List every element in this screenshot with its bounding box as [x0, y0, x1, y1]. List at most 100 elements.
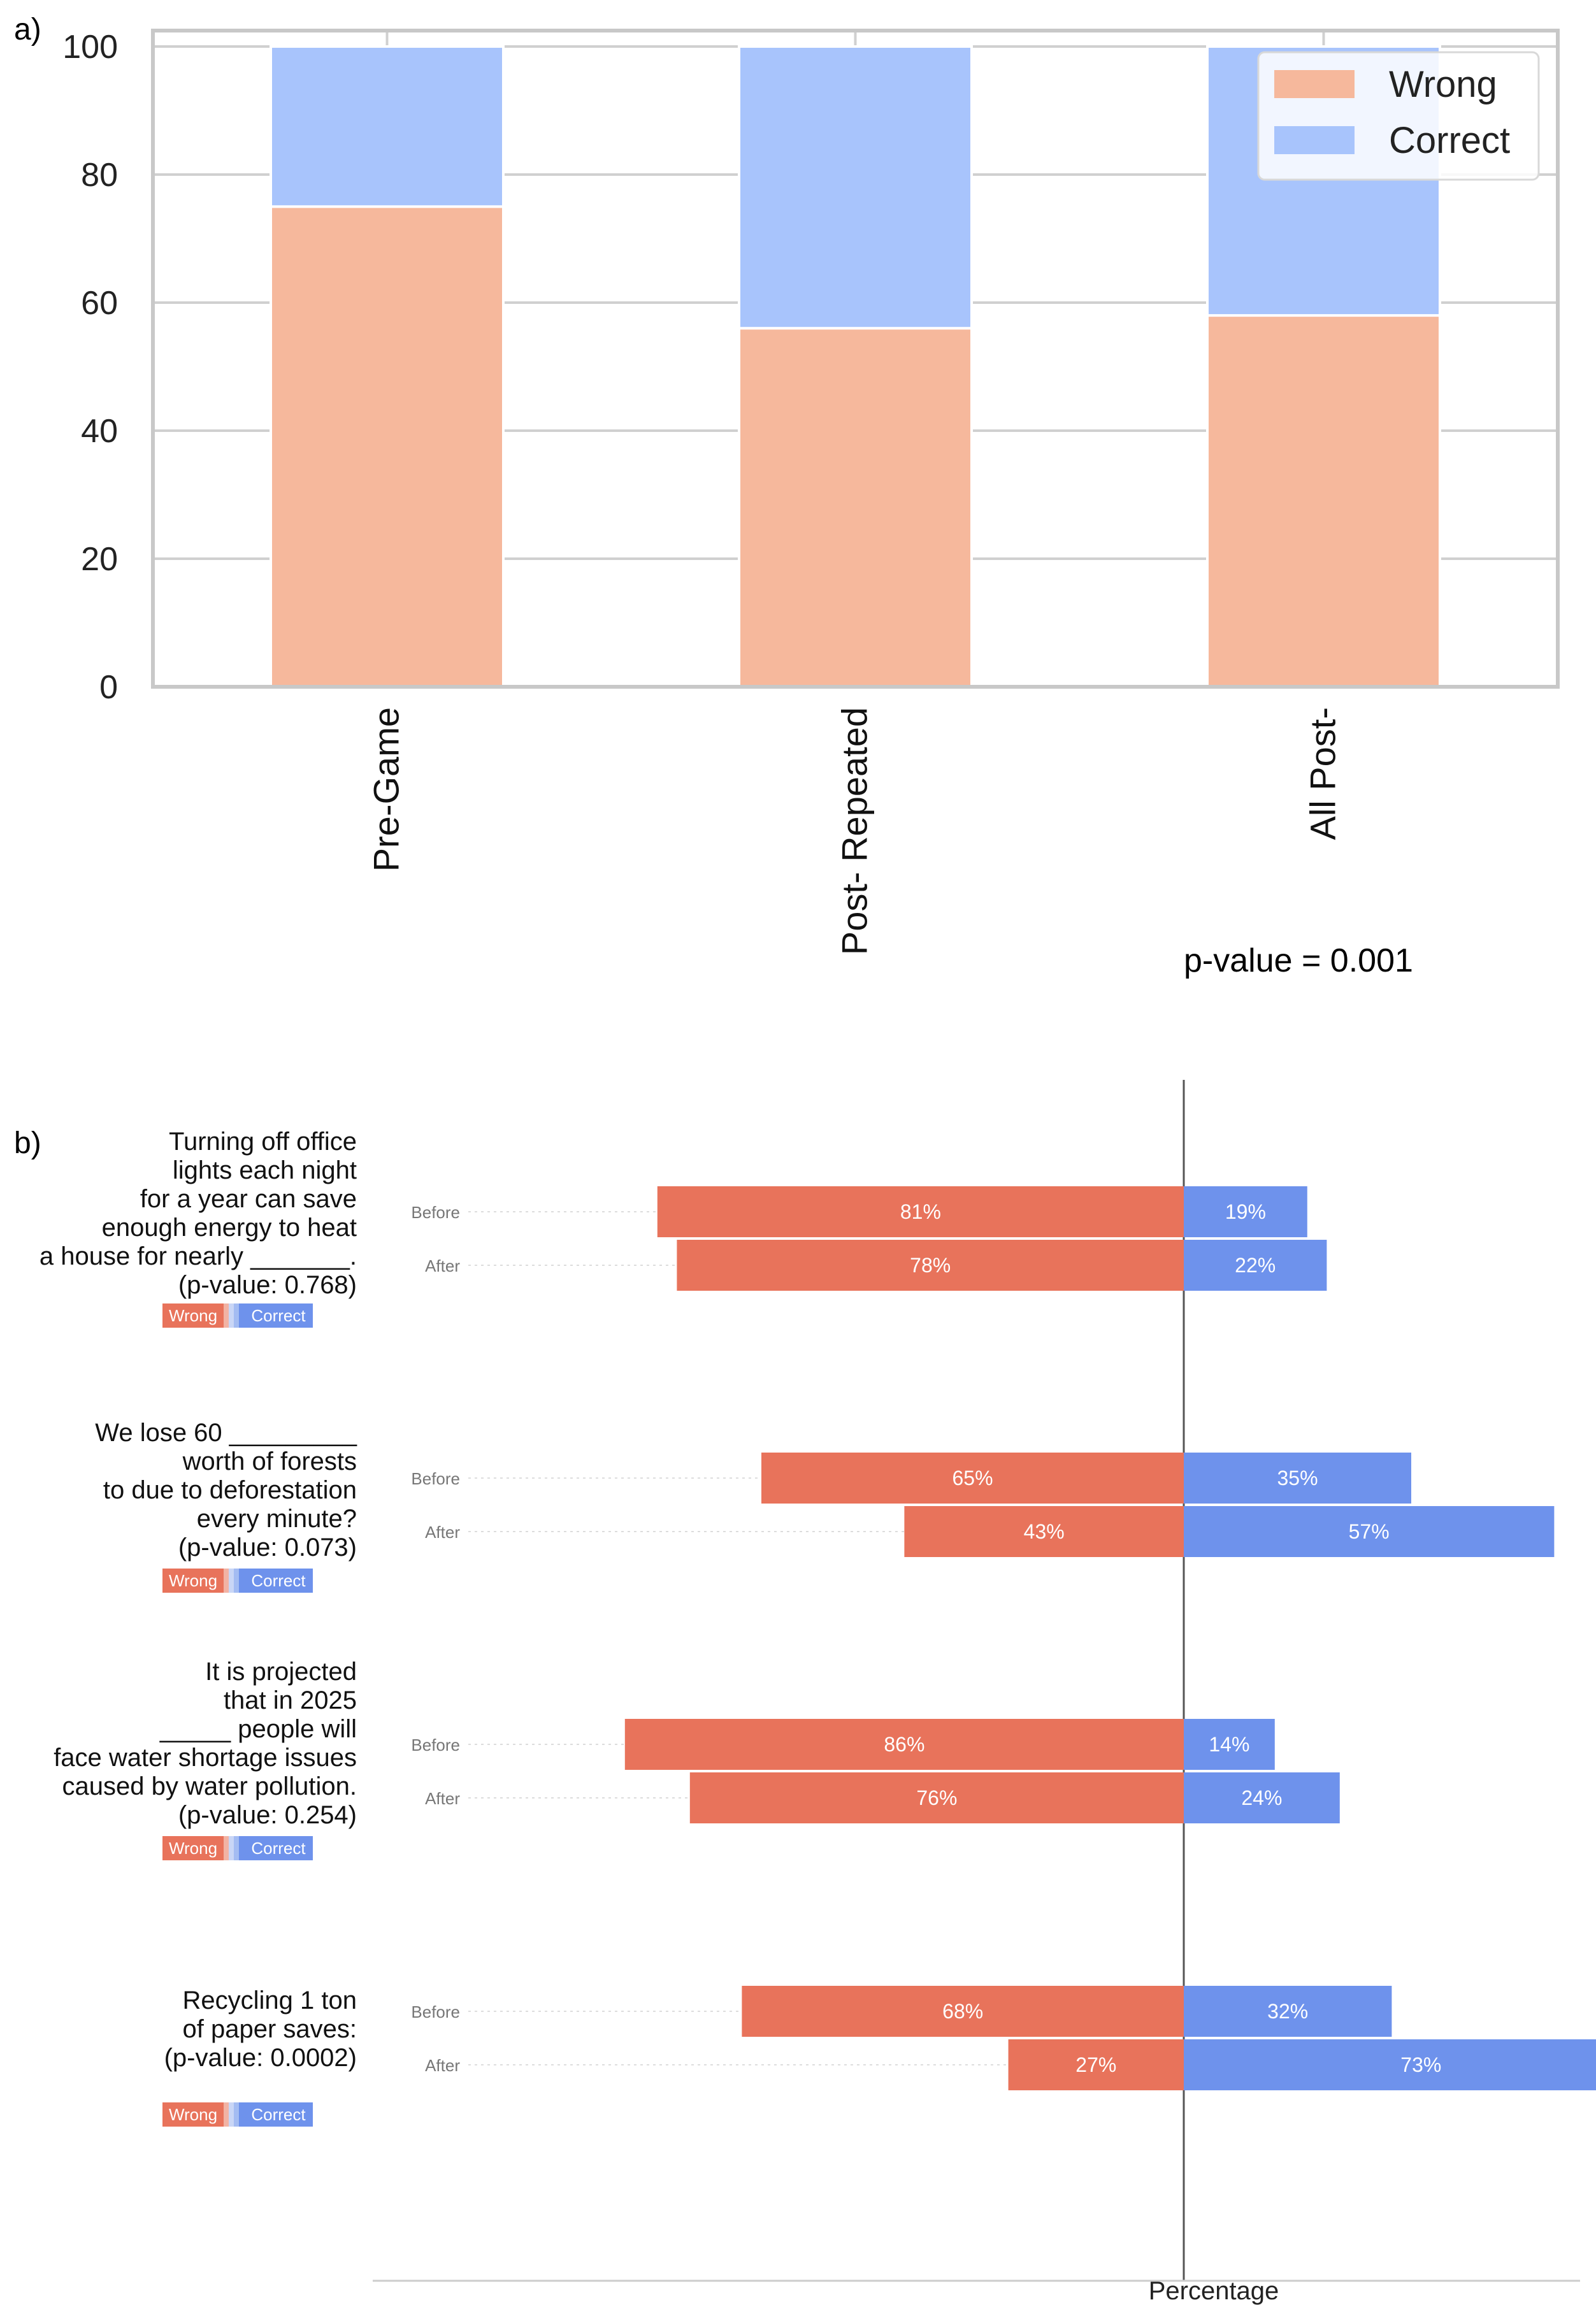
- bar-wrong-after: [904, 1506, 1184, 1557]
- question-text-line: to due to deforestation: [103, 1476, 357, 1504]
- mini-legend-correct-label: Correct: [251, 1839, 306, 1858]
- mini-legend-wrong-swatch: [162, 1569, 224, 1593]
- bar-correct-value-label: 14%: [1209, 1733, 1249, 1756]
- mini-legend-gradient: [234, 2102, 239, 2127]
- question-text-line: Recycling 1 ton: [183, 1986, 357, 2014]
- mini-legend-wrong-label: Wrong: [169, 1571, 217, 1590]
- bar-correct-value-label: 24%: [1241, 1786, 1282, 1809]
- bar-wrong-value-label: 76%: [916, 1786, 957, 1809]
- mini-legend-gradient: [229, 1303, 234, 1328]
- y-tick-label: 80: [81, 157, 118, 194]
- question-text-line: Turning off office: [169, 1128, 357, 1156]
- bar-correct-2: [738, 45, 973, 330]
- bar-correct-value-label: 35%: [1277, 1467, 1318, 1490]
- bar-correct-1: [270, 45, 505, 208]
- mini-legend-gradient: [229, 1569, 234, 1593]
- row-label-after: After: [425, 1256, 460, 1275]
- mini-legend-gradient: [234, 1836, 239, 1860]
- bar-correct-after: [1184, 1240, 1327, 1291]
- mini-legend-gradient: [229, 1836, 234, 1860]
- mini-legend-gradient: [234, 1569, 239, 1593]
- mini-legend-gradient: [224, 1569, 229, 1593]
- bar-correct-value-label: 19%: [1225, 1200, 1266, 1223]
- stacked-bar-chart: 0 20 40 60 80 100 Pre-Game Post- Repeated All Po…: [62, 29, 1560, 955]
- bar-wrong-value-label: 78%: [910, 1254, 951, 1277]
- mini-legend-gradient: [234, 1303, 239, 1328]
- bar-wrong-before: [742, 1986, 1184, 2037]
- panel-label-b: b): [14, 1126, 41, 1160]
- p-value-label: p-value = 0.001: [1184, 942, 1413, 979]
- bar-wrong-value-label: 65%: [952, 1467, 993, 1490]
- mini-legend-gradient: [224, 1303, 229, 1328]
- mini-legend-wrong-swatch: [162, 1303, 224, 1328]
- bar-wrong-after: [677, 1240, 1184, 1291]
- bar-wrong-before: [624, 1719, 1184, 1770]
- x-category-label: Post- Repeated: [835, 707, 875, 955]
- question-text-line: caused by water pollution.: [62, 1772, 357, 1800]
- panel-label-a: a): [14, 13, 41, 47]
- mini-legend-gradient: [224, 2102, 229, 2127]
- x-category-label: Pre-Game: [366, 707, 406, 872]
- mini-legend-wrong-swatch: [162, 2102, 224, 2127]
- row-label-before: Before: [411, 2002, 460, 2021]
- question-text-line: a house for nearly _______.: [40, 1242, 357, 1270]
- x-category-label: All Post-: [1303, 707, 1343, 840]
- question-text-line: (p-value: 0.0002): [164, 2044, 357, 2072]
- question-text-line: lights each night: [173, 1156, 357, 1184]
- plot-frame: [151, 29, 1560, 689]
- question-text-line: _____ people will: [159, 1715, 357, 1743]
- row-label-after: After: [425, 1523, 460, 1542]
- bar-wrong-value-label: 86%: [884, 1733, 924, 1756]
- bar-wrong-value-label: 43%: [1024, 1520, 1065, 1543]
- mini-legend-correct-swatch: [239, 1303, 313, 1328]
- question-text-line: worth of forests: [182, 1447, 357, 1476]
- bar-correct-before: [1184, 1186, 1307, 1237]
- y-tick-label: 40: [81, 413, 118, 450]
- mini-legend-gradient: [229, 2102, 234, 2127]
- mini-legend-correct-label: Correct: [251, 2105, 306, 2124]
- mini-legend-wrong-label: Wrong: [169, 2105, 217, 2124]
- mini-legend-correct-swatch: [239, 1569, 313, 1593]
- row-label-before: Before: [411, 1735, 460, 1755]
- bar-wrong-value-label: 27%: [1075, 2053, 1116, 2076]
- mini-legend-correct-swatch: [239, 2102, 313, 2127]
- bar-correct-before: [1184, 1453, 1411, 1504]
- y-tick-label: 20: [81, 541, 118, 578]
- mini-legend-correct-swatch: [239, 1836, 313, 1860]
- question-text-line: We lose 60 _________: [95, 1419, 357, 1447]
- bar-correct-after: [1184, 1506, 1555, 1557]
- legend-label-wrong: Wrong: [1389, 64, 1497, 105]
- row-label-after: After: [425, 1789, 460, 1808]
- bar-wrong-before: [761, 1453, 1184, 1504]
- bar-correct-value-label: 73%: [1400, 2053, 1441, 2076]
- row-label-before: Before: [411, 1469, 460, 1488]
- bar-wrong-after: [1008, 2039, 1184, 2090]
- mini-legend-wrong-swatch: [162, 1836, 224, 1860]
- legend-swatch-correct: [1274, 126, 1355, 154]
- mini-legend-wrong-label: Wrong: [169, 1839, 217, 1858]
- question-text-line: for a year can save: [140, 1185, 357, 1213]
- y-tick-label: 100: [62, 29, 118, 66]
- question-text-line: every minute?: [197, 1505, 357, 1533]
- bar-correct-after: [1184, 1772, 1340, 1823]
- question-text-line: (p-value: 0.254): [178, 1801, 357, 1829]
- bar-correct-value-label: 32%: [1267, 2000, 1308, 2023]
- x-axis-label: Percentage: [1149, 2277, 1279, 2305]
- bar-correct-before: [1184, 1986, 1392, 2037]
- y-tick-label: 0: [99, 669, 118, 706]
- bar-wrong-before: [657, 1186, 1184, 1237]
- legend-label-correct: Correct: [1389, 120, 1510, 161]
- question-text-line: (p-value: 0.768): [178, 1271, 357, 1299]
- mini-legend-wrong-label: Wrong: [169, 1306, 217, 1325]
- bar-wrong-value-label: 81%: [900, 1200, 941, 1223]
- bar-wrong-2: [738, 327, 973, 688]
- question-text-line: enough energy to heat: [102, 1214, 357, 1242]
- y-tick-label: 60: [81, 285, 118, 322]
- bar-wrong-1: [270, 205, 505, 688]
- mini-legend-gradient: [224, 1836, 229, 1860]
